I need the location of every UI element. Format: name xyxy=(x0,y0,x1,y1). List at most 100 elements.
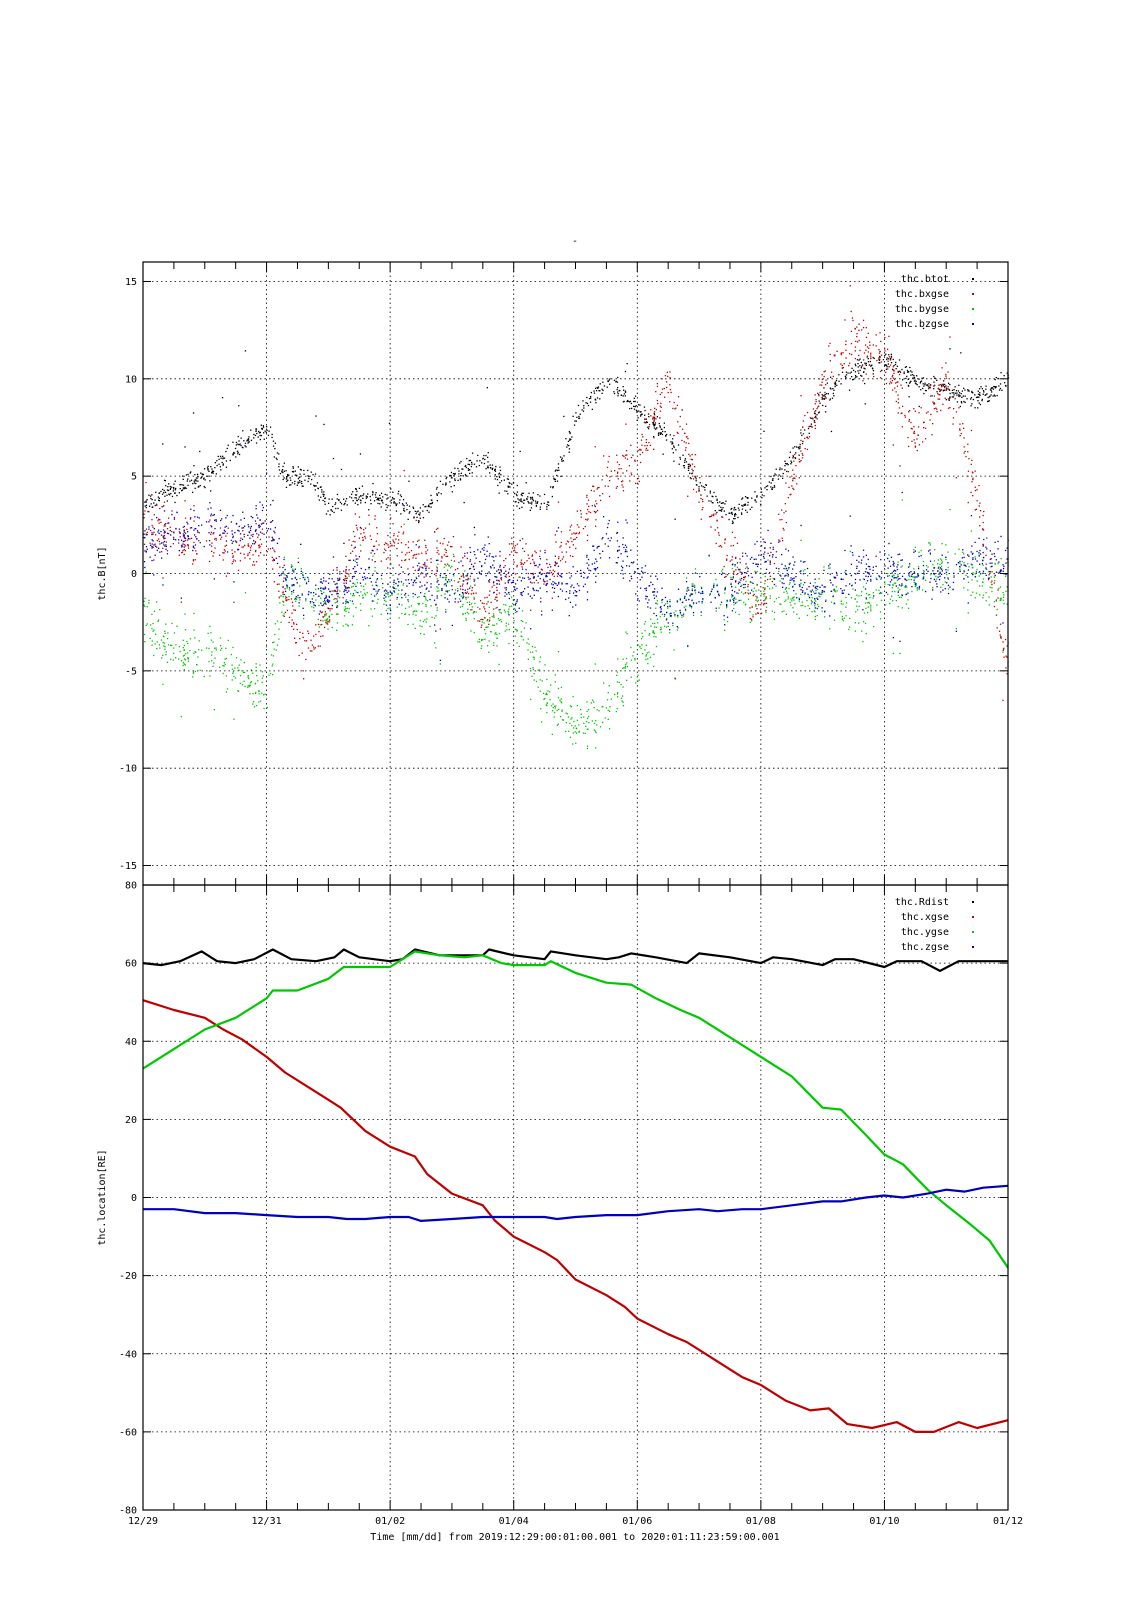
data-point xyxy=(350,552,352,554)
data-point xyxy=(281,469,284,471)
data-point xyxy=(208,521,210,523)
data-point xyxy=(283,615,285,617)
data-point xyxy=(870,365,872,367)
data-point xyxy=(963,387,965,389)
data-point xyxy=(496,600,498,602)
data-point xyxy=(405,592,407,595)
data-point xyxy=(789,451,791,453)
data-point xyxy=(145,506,147,509)
data-point xyxy=(159,647,161,649)
data-point xyxy=(679,456,681,459)
data-point xyxy=(948,388,950,391)
data-point xyxy=(422,563,425,566)
data-point xyxy=(166,489,169,491)
data-point xyxy=(994,387,996,389)
data-point xyxy=(192,676,194,678)
data-point xyxy=(784,503,786,505)
data-point xyxy=(895,577,897,579)
data-point xyxy=(821,397,823,399)
data-point xyxy=(978,484,980,487)
data-point xyxy=(793,477,795,479)
data-point xyxy=(718,509,720,512)
data-point xyxy=(272,445,275,447)
data-point xyxy=(470,465,472,468)
data-point xyxy=(415,519,417,522)
data-point xyxy=(157,518,160,520)
data-point xyxy=(610,698,612,700)
data-point xyxy=(156,648,158,650)
data-point xyxy=(815,415,817,417)
data-point xyxy=(485,575,487,577)
data-point xyxy=(144,597,146,600)
data-point xyxy=(451,565,453,567)
data-point xyxy=(731,589,733,592)
data-point xyxy=(533,656,535,659)
data-point xyxy=(813,610,816,612)
data-point xyxy=(976,396,978,398)
data-point xyxy=(814,413,816,415)
data-point xyxy=(297,481,299,483)
data-point xyxy=(884,364,886,366)
data-point xyxy=(375,540,377,542)
data-point xyxy=(933,381,935,383)
data-point xyxy=(253,437,255,439)
data-point xyxy=(182,487,184,489)
data-point xyxy=(783,529,785,531)
data-point xyxy=(459,478,462,480)
data-point xyxy=(449,581,451,583)
data-point xyxy=(793,581,795,583)
data-point xyxy=(875,334,877,336)
data-point xyxy=(310,639,312,641)
data-point xyxy=(491,615,493,618)
data-point xyxy=(663,426,665,429)
data-point xyxy=(378,497,380,499)
data-point xyxy=(484,608,486,610)
data-point xyxy=(855,611,857,613)
data-point xyxy=(184,487,187,489)
data-point xyxy=(799,443,801,445)
data-point xyxy=(940,586,942,589)
data-point xyxy=(165,654,167,656)
data-point xyxy=(868,364,870,366)
data-point xyxy=(616,707,618,710)
data-point xyxy=(896,579,899,581)
data-point xyxy=(162,641,164,644)
data-point xyxy=(924,438,927,440)
data-point xyxy=(549,569,551,572)
data-point xyxy=(834,355,836,357)
data-point xyxy=(908,419,911,421)
data-point xyxy=(474,562,476,564)
data-point xyxy=(898,407,901,409)
data-point xyxy=(916,589,918,591)
data-point xyxy=(708,475,710,477)
data-point xyxy=(307,578,310,580)
data-point xyxy=(624,544,627,546)
data-point xyxy=(878,359,881,361)
data-point xyxy=(787,464,789,466)
data-point xyxy=(265,646,268,648)
data-point xyxy=(866,346,869,348)
data-point xyxy=(537,566,539,568)
data-point xyxy=(575,742,577,744)
data-point xyxy=(731,578,734,581)
data-point xyxy=(462,594,464,596)
data-point xyxy=(818,405,820,407)
data-point xyxy=(282,596,284,598)
data-point xyxy=(286,584,288,586)
data-point xyxy=(166,637,169,640)
data-point xyxy=(677,421,679,423)
data-point xyxy=(214,462,216,464)
data-point xyxy=(231,562,233,565)
data-point xyxy=(991,587,993,589)
data-point xyxy=(418,575,420,577)
data-point xyxy=(203,477,205,479)
data-point xyxy=(363,493,365,495)
data-point xyxy=(232,454,234,456)
data-point xyxy=(324,503,326,505)
data-point xyxy=(430,506,432,508)
data-point xyxy=(989,572,991,574)
data-point xyxy=(621,700,623,702)
data-point xyxy=(645,644,648,646)
data-point xyxy=(243,517,245,519)
data-point xyxy=(588,397,591,400)
